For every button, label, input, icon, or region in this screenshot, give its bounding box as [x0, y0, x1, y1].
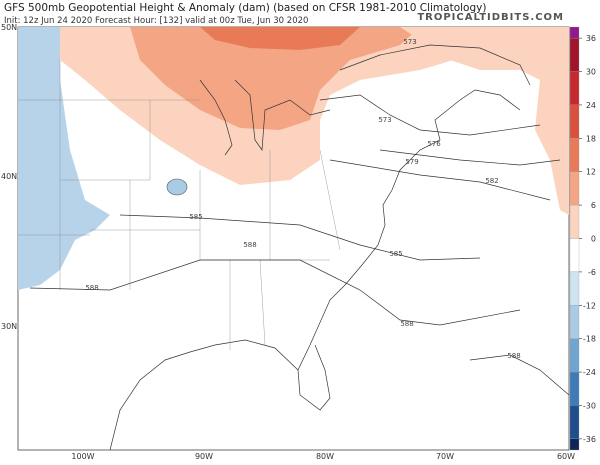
colorbar-label: -18 [583, 335, 596, 344]
colorbar-band [569, 438, 580, 451]
colorbar-band [569, 26, 580, 39]
contour-label: 585 [389, 250, 402, 258]
subtitle: Init: 12z Jun 24 2020 Forecast Hour: [13… [4, 16, 308, 26]
colorbar: 36 30 24 18 12 6 0 -6 -12 -18 -24 -30 -36 [569, 26, 596, 451]
negative-anomaly [18, 27, 110, 290]
positive-anomaly [400, 27, 569, 80]
positive-anomaly [535, 60, 569, 215]
lon-label: 70W [436, 452, 454, 461]
colorbar-label: 30 [586, 68, 596, 77]
lat-label: 40N [1, 172, 17, 181]
map-area: 573 573 576 579 582 585 585 588 588 588 588 [17, 26, 570, 451]
colorbar-label: 6 [591, 201, 596, 210]
brand: TROPICALTIDBITS.COM [417, 12, 564, 23]
colorbar-label: -24 [583, 368, 596, 377]
colorbar-label: 24 [586, 101, 596, 110]
contour-label: 576 [427, 140, 441, 148]
contour-label: 588 [507, 352, 520, 360]
colorbar-band [569, 238, 580, 273]
lat-labels: 50N 40N 30N [1, 23, 17, 331]
contour-label: 573 [403, 38, 416, 46]
colorbar-label: -6 [588, 268, 596, 277]
colorbar-band [569, 171, 580, 206]
positive-anomaly [130, 27, 420, 130]
height-contours [29, 44, 570, 396]
lat-label: 30N [1, 322, 17, 331]
colorbar-band [569, 405, 580, 440]
colorbar-band [569, 271, 580, 306]
contour-label: 585 [189, 213, 202, 221]
colorbar-label: -30 [583, 401, 596, 410]
lon-label: 60W [557, 452, 575, 461]
colorbar-label: -12 [583, 301, 596, 310]
lat-label: 50N [1, 23, 17, 32]
colorbar-label: 0 [591, 235, 596, 244]
contour-label: 579 [405, 158, 418, 166]
contour-label: 582 [485, 177, 498, 185]
colorbar-band [569, 338, 580, 373]
colorbar-band [569, 204, 580, 239]
contour-label: 588 [85, 284, 98, 292]
title: GFS 500mb Geopotential Height & Anomaly … [4, 2, 486, 14]
coastline [109, 79, 521, 451]
colorbar-label: 36 [586, 34, 596, 43]
lon-label: 100W [71, 452, 94, 461]
negative-anomaly [166, 178, 188, 196]
lon-labels: 100W 90W 80W 70W 60W [71, 452, 575, 461]
contour-label: 588 [243, 241, 256, 249]
lon-label: 80W [316, 452, 334, 461]
colorbar-band [569, 104, 580, 139]
colorbar-band [569, 305, 580, 339]
colorbar-label: 12 [586, 168, 596, 177]
contour-label: 588 [400, 320, 413, 328]
colorbar-band [569, 371, 580, 406]
positive-anomaly [200, 27, 360, 50]
colorbar-label: 18 [586, 134, 596, 143]
contour-label: 573 [378, 116, 391, 124]
colorbar-band [569, 37, 580, 72]
colorbar-band [569, 138, 580, 172]
colorbar-label: -36 [583, 435, 596, 444]
lon-label: 90W [195, 452, 213, 461]
colorbar-band [569, 71, 580, 106]
